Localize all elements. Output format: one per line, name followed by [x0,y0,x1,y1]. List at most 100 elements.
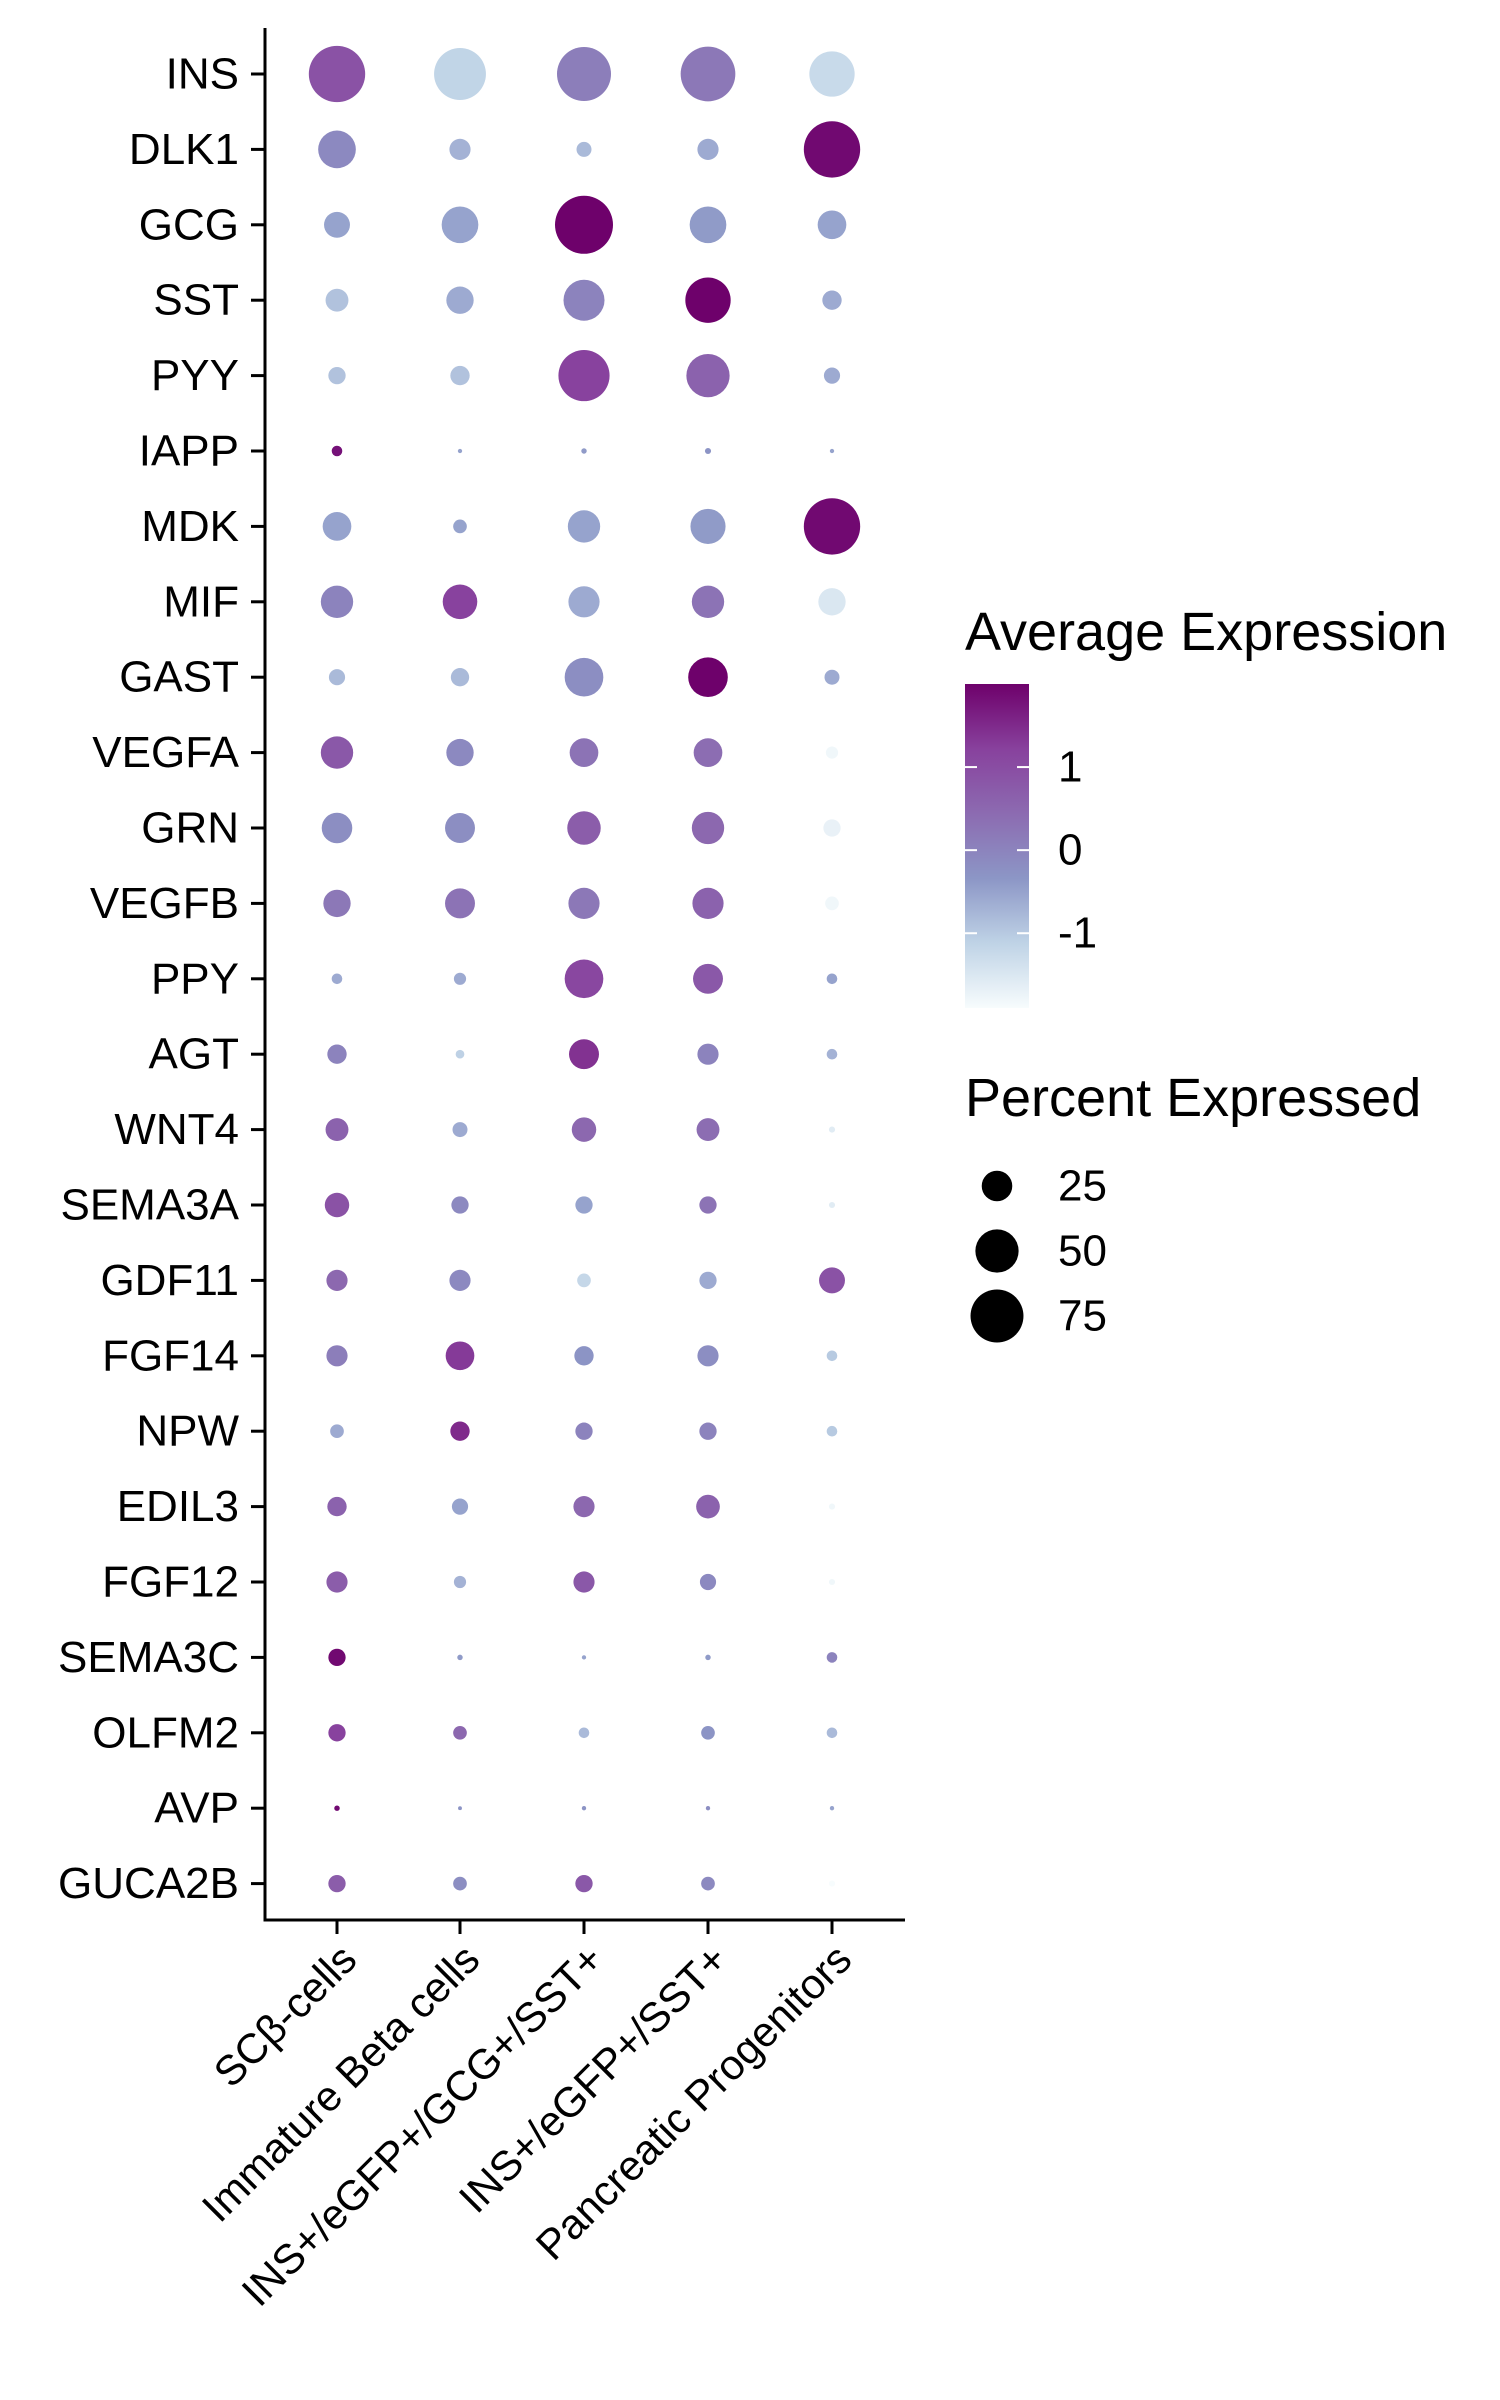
dot [680,46,736,102]
gene-label: GDF11 [100,1256,239,1305]
gene-label: GCG [139,200,239,249]
gene-label: PPY [151,954,239,1003]
size-legend-dot [981,1170,1013,1202]
gene-label: AVP [154,1784,239,1833]
dot [705,1654,711,1661]
dot [825,746,839,759]
dot [451,1498,469,1515]
dot [320,585,354,618]
dot [457,448,463,454]
dot [452,1122,468,1138]
dot [823,819,841,837]
dot [325,1118,349,1142]
dot [825,896,839,911]
dot [828,1201,836,1209]
dot [692,887,724,919]
dot [826,1048,838,1060]
dot [577,1273,591,1288]
dot [829,448,835,454]
dot [453,1725,467,1740]
dot [697,1345,719,1367]
dot [691,811,725,845]
gene-label: FGF12 [102,1558,239,1607]
gene-label: DLK1 [129,125,239,174]
dot [327,1496,347,1517]
dot [818,588,846,616]
dot [453,519,467,534]
dot [325,288,349,312]
dot [828,1880,836,1887]
dot [445,813,475,843]
dot [328,669,346,686]
dot [441,206,479,244]
dot [328,366,346,385]
dot [699,1196,717,1214]
dot [446,738,474,767]
size-legend-label: 25 [1058,1162,1107,1211]
color-legend-bar [965,684,1029,1008]
dot [581,1655,587,1660]
dot [803,121,861,178]
dot [688,657,728,698]
dot [442,584,478,620]
dot [567,811,601,845]
dot [693,963,723,994]
color-legend-label: 1 [1058,743,1082,792]
dot [334,1805,340,1811]
color-legend-title: Average Expression [965,602,1447,662]
dot [826,1425,838,1437]
dot [326,1269,348,1291]
size-legend-label: 50 [1058,1227,1107,1276]
dot [326,1345,348,1367]
gene-label: MDK [141,502,239,551]
dot [434,48,486,100]
dot [564,959,604,999]
dot [803,498,861,555]
dot [563,279,605,321]
dot [809,51,855,97]
size-legend-dot [975,1229,1019,1273]
dot [823,367,841,384]
gene-label: MIF [163,577,239,626]
dot [828,1126,836,1133]
gene-label: SST [153,276,239,325]
dot [308,45,366,103]
dot [322,512,352,541]
dot [696,1494,720,1519]
dot [457,1654,463,1661]
gene-label: GRN [141,804,239,853]
dot [555,195,613,254]
dot [699,1422,717,1440]
dot [829,1806,835,1811]
dot [568,887,600,919]
dot [569,1039,599,1070]
dot [324,1192,350,1218]
dot [328,1724,346,1742]
gene-label: SEMA3C [58,1633,239,1682]
color-legend-label: -1 [1058,909,1097,958]
dot [575,1196,593,1214]
dot [573,1571,595,1593]
dot [321,812,353,844]
dot [581,1806,587,1811]
dot [705,1806,711,1811]
dot [701,1725,715,1740]
gene-label: AGT [149,1030,239,1079]
dot [819,1267,845,1294]
gene-label: VEGFA [92,728,239,777]
dot [690,508,726,544]
dot [449,138,471,160]
dot [328,1648,346,1667]
dot [453,972,467,985]
dot [324,211,350,238]
dot [826,1652,838,1663]
gene-label: INS [166,50,239,99]
size-legend-label: 75 [1058,1292,1107,1341]
dot [326,1571,348,1593]
dot [578,1727,590,1739]
dot [558,350,610,402]
dot [581,448,587,454]
dot [445,1341,475,1371]
gene-label: VEGFB [90,879,239,928]
